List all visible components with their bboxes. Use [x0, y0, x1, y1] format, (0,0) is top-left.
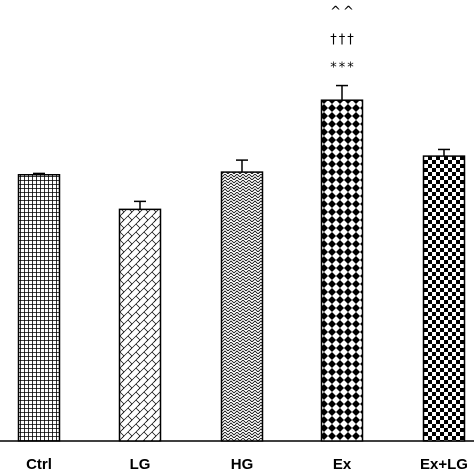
x-tick-label: Ex+LG [420, 456, 468, 473]
x-tick-label: Ctrl [26, 456, 52, 473]
significance-marker: ^^ [330, 5, 356, 20]
bar-hg [220, 171, 264, 442]
bar-ex [320, 99, 364, 442]
bar-ex-lg [422, 155, 466, 442]
significance-marker: *** [330, 61, 356, 76]
significance-annotations: ^^ ††† *** [330, 5, 356, 76]
x-tick-label: HG [231, 456, 254, 473]
bar-lg [118, 208, 162, 442]
significance-marker: ††† [330, 33, 356, 48]
bars-layer [17, 84, 466, 442]
category-labels: Ctrl LG HG Ex Ex+LG [26, 456, 468, 473]
x-tick-label: LG [130, 456, 151, 473]
x-tick-label: Ex [333, 456, 352, 473]
bar-ctrl [17, 174, 61, 442]
